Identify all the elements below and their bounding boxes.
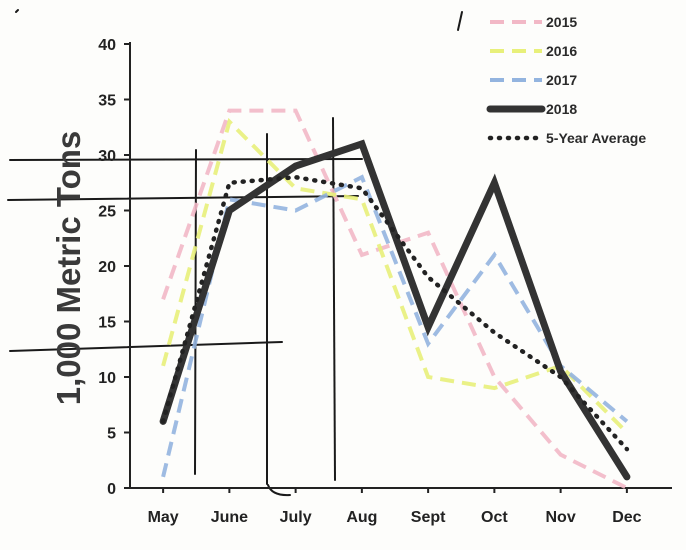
y-tick-label: 30 — [98, 148, 116, 165]
y-tick-label: 0 — [107, 481, 116, 498]
x-tick-label: Oct — [481, 509, 508, 526]
series-lines — [159, 108, 631, 490]
legend-label: 2018 — [546, 101, 577, 117]
pen-hline-26 — [7, 195, 359, 201]
y-axis-title: 1,000 Metric Tons — [50, 131, 87, 406]
y-tick-label: 10 — [98, 370, 116, 387]
x-tick-label: Dec — [612, 509, 641, 526]
pen-vline-aug — [332, 117, 336, 481]
series-line-5-year-average — [160, 174, 630, 452]
legend: 2015 2016 2017 2018 5-Year Average — [486, 14, 646, 146]
axes: 0 5 10 15 20 25 30 35 40 May June July Aug Sept Oct Nov… — [50, 37, 672, 526]
y-tick-label: 15 — [98, 315, 116, 332]
legend-label: 2015 — [546, 14, 577, 30]
x-tick-label: May — [148, 509, 179, 526]
legend-label: 5-Year Average — [546, 130, 646, 146]
pen-line-top-stroke — [15, 9, 19, 13]
series-line-2016 — [161, 117, 629, 434]
pen-mark-top — [457, 11, 463, 31]
y-tick-label: 25 — [98, 204, 116, 221]
pen-hline-13 — [9, 341, 283, 352]
legend-label: 2016 — [546, 43, 577, 59]
series-line-2015 — [161, 108, 628, 490]
y-tick-label: 20 — [98, 259, 116, 276]
series-line-2018 — [159, 139, 631, 481]
x-tick-label: June — [211, 509, 248, 526]
y-tick-label: 40 — [98, 37, 116, 54]
x-tick-label: Aug — [346, 509, 377, 526]
x-tick-label: July — [280, 509, 312, 526]
legend-label: 2017 — [546, 72, 577, 88]
pen-curl-july — [267, 484, 291, 497]
x-tick-label: Sept — [411, 509, 446, 526]
y-tick-label: 35 — [98, 93, 116, 110]
series-line-2017 — [161, 174, 629, 478]
x-tick-label: Nov — [546, 509, 576, 526]
y-tick-label: 5 — [107, 426, 116, 443]
pen-hline-30 — [9, 158, 363, 161]
